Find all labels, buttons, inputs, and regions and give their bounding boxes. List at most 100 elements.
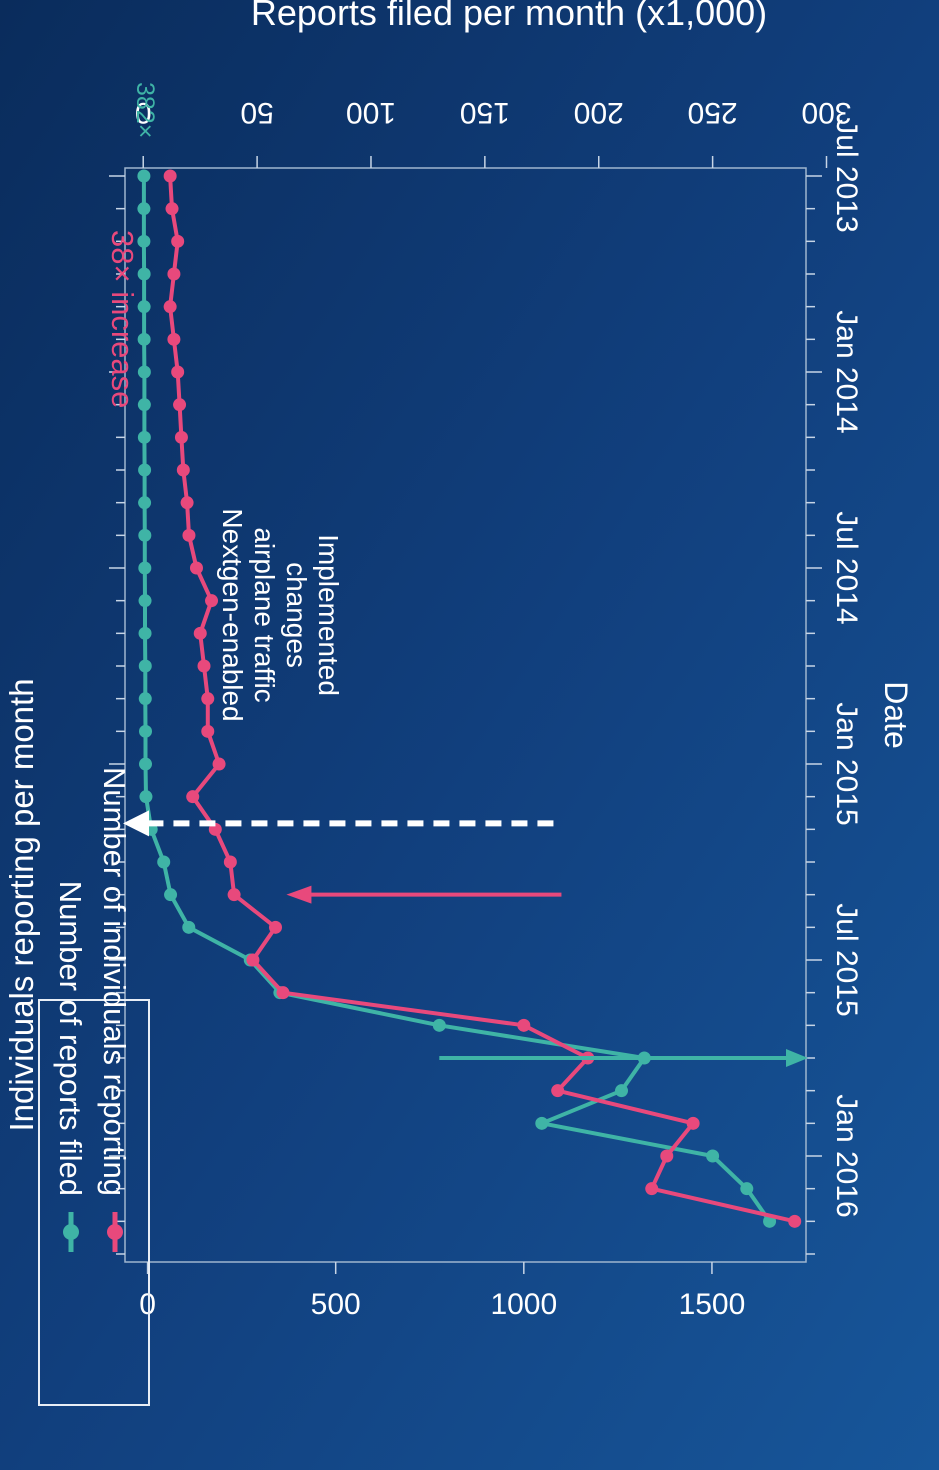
- y-right-tick-label: 0: [135, 96, 152, 129]
- data-point-individuals: [171, 234, 185, 248]
- data-point-individuals: [197, 659, 211, 673]
- legend-label: Number of reports filed: [53, 881, 88, 1196]
- data-point-reports: [139, 790, 153, 804]
- x-tick-label: Jan 2016: [830, 1094, 863, 1217]
- legend: Number of reports filed Number of individ…: [38, 767, 150, 1406]
- data-point-individuals: [645, 1182, 659, 1196]
- nextgen-line-4: Implemented: [313, 534, 344, 696]
- y-right-axis: 0 50 100 150 200 250 300: [135, 96, 852, 168]
- data-point-individuals: [276, 986, 290, 1000]
- plot-frame: [124, 167, 807, 1263]
- data-point-reports: [138, 724, 152, 738]
- data-point-reports: [137, 430, 151, 444]
- legend-swatch-marker: [107, 1224, 123, 1240]
- data-point-reports: [138, 561, 152, 575]
- annotation-382x: 382×: [131, 82, 159, 138]
- data-point-individuals: [173, 398, 187, 412]
- arrows-layer: [123, 810, 808, 1067]
- data-point-reports: [740, 1182, 754, 1196]
- data-point-individuals: [223, 855, 237, 869]
- data-point-individuals: [165, 202, 179, 216]
- data-point-reports: [137, 300, 151, 314]
- data-point-reports: [137, 332, 151, 346]
- x-tick-label: Jul 2015: [830, 903, 863, 1016]
- data-point-individuals: [174, 430, 188, 444]
- nextgen-line-1: Nextgen-enabled: [217, 508, 248, 721]
- data-point-individuals: [686, 1116, 700, 1130]
- data-point-individuals: [167, 267, 181, 281]
- x-tick-label: Jul 2014: [830, 511, 863, 624]
- data-point-individuals: [660, 1149, 674, 1163]
- data-point-reports: [432, 1018, 446, 1032]
- data-point-individuals: [171, 365, 185, 379]
- data-point-reports: [137, 365, 151, 379]
- nextgen-line-3: changes: [281, 562, 312, 668]
- y-left-tick-label: 0: [139, 1288, 156, 1321]
- y-right-tick-label: 50: [240, 96, 273, 129]
- y-left-tick-label: 500: [311, 1288, 361, 1321]
- x-axis-label: Date: [878, 681, 914, 749]
- arrow-individuals-head: [286, 885, 312, 904]
- nextgen-arrow-head: [123, 810, 149, 837]
- data-point-reports: [138, 692, 152, 706]
- x-tick-label: Jul 2013: [830, 119, 863, 232]
- data-point-reports: [138, 757, 152, 771]
- annotation-38x-increase: 38× increase: [105, 230, 140, 408]
- data-point-reports: [138, 463, 152, 477]
- data-point-individuals: [193, 626, 207, 640]
- data-point-individuals: [163, 300, 177, 314]
- data-point-reports: [137, 234, 151, 248]
- data-point-reports: [164, 888, 178, 902]
- data-point-individuals: [201, 692, 215, 706]
- y-left-tick-label: 1000: [490, 1288, 557, 1321]
- data-point-reports: [138, 496, 152, 510]
- data-point-individuals: [212, 757, 226, 771]
- data-point-reports: [138, 528, 152, 542]
- data-point-reports: [137, 267, 151, 281]
- data-point-reports: [138, 659, 152, 673]
- data-point-reports: [137, 202, 151, 216]
- arrow-reports-head: [786, 1049, 808, 1067]
- data-point-individuals: [551, 1084, 565, 1098]
- data-point-individuals: [176, 463, 190, 477]
- y-left-axis: 0 500 1000 1500: [139, 1262, 745, 1321]
- data-point-individuals: [180, 496, 194, 510]
- legend-box: [38, 999, 150, 1406]
- data-point-reports: [138, 626, 152, 640]
- y-right-axis-label: Reports filed per month (x1,000): [251, 0, 767, 33]
- data-point-individuals: [517, 1018, 531, 1032]
- y-right-tick-label: 100: [346, 96, 396, 129]
- y-left-axis-label: Individuals reporting per month: [3, 678, 40, 1131]
- legend-label: Number of individuals reporting: [97, 767, 132, 1196]
- data-point-reports: [138, 594, 152, 608]
- y-right-tick-label: 300: [801, 96, 851, 129]
- y-right-tick-label: 200: [574, 96, 624, 129]
- data-point-individuals: [788, 1214, 802, 1228]
- data-point-reports: [157, 855, 171, 869]
- data-point-reports: [137, 169, 151, 183]
- y-left-tick-label: 1500: [679, 1288, 746, 1321]
- data-point-individuals: [227, 888, 241, 902]
- nextgen-annotation: Nextgen-enabled airplane traffic changes…: [217, 508, 344, 721]
- data-point-reports: [535, 1116, 549, 1130]
- data-point-individuals: [186, 790, 200, 804]
- data-point-reports: [615, 1084, 629, 1098]
- data-point-individuals: [268, 920, 282, 934]
- x-tick-label: Jan 2015: [830, 702, 863, 825]
- x-tick-label: Jan 2014: [830, 310, 863, 433]
- y-right-tick-label: 250: [688, 96, 738, 129]
- data-point-individuals: [189, 561, 203, 575]
- data-point-individuals: [163, 169, 177, 183]
- data-point-individuals: [182, 528, 196, 542]
- data-point-reports: [137, 398, 151, 412]
- y-right-tick-label: 150: [460, 96, 510, 129]
- nextgen-line-2: airplane traffic: [249, 527, 280, 702]
- data-point-reports: [706, 1149, 720, 1163]
- data-point-individuals: [205, 594, 219, 608]
- data-point-individuals: [167, 332, 181, 346]
- data-point-individuals: [201, 724, 215, 738]
- data-point-reports: [182, 920, 196, 934]
- legend-swatch-marker: [63, 1224, 79, 1240]
